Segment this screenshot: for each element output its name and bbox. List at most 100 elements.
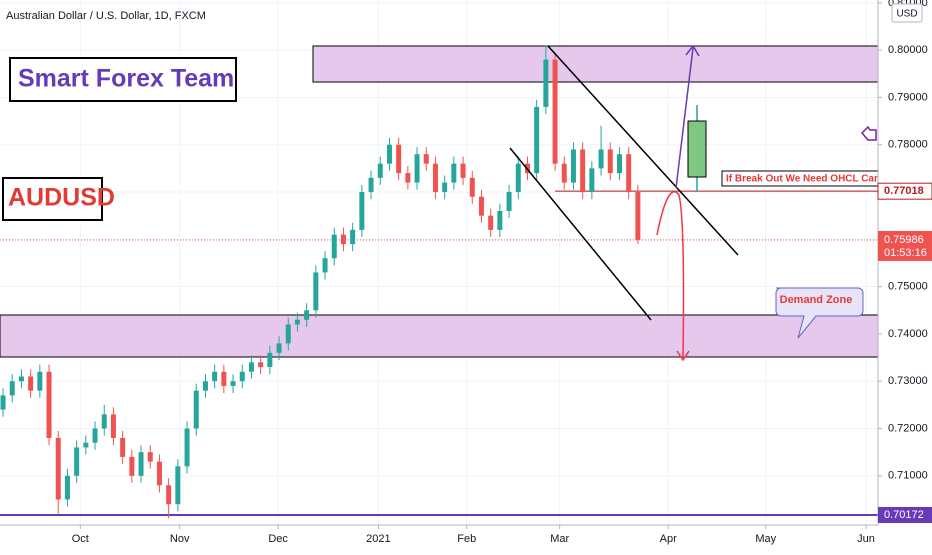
y-tick-label: 0.80000 xyxy=(888,44,928,56)
y-tick-label: 0.75000 xyxy=(888,281,928,293)
candle-body xyxy=(55,437,61,500)
candle-body xyxy=(451,163,457,183)
y-tick-label: 0.78000 xyxy=(888,139,928,151)
candle-body xyxy=(377,163,383,178)
candle-body xyxy=(515,163,521,193)
breakout-tag xyxy=(877,182,932,200)
candle-body xyxy=(552,59,558,164)
candle-body xyxy=(386,144,392,164)
brand-box xyxy=(9,57,237,102)
candle-body xyxy=(543,59,549,107)
x-tick-label: Dec xyxy=(268,533,288,545)
arrow-head xyxy=(685,44,700,57)
candle-body xyxy=(92,428,98,443)
candle-body xyxy=(589,168,595,193)
channel-line xyxy=(509,147,652,321)
symbol-box xyxy=(2,177,103,221)
candle-body xyxy=(258,362,264,368)
candle-body xyxy=(46,371,52,438)
last-price-tag xyxy=(878,230,932,261)
candle-body xyxy=(83,442,89,448)
candle-body xyxy=(37,371,43,391)
candle-body xyxy=(0,395,6,410)
candle-body xyxy=(193,390,199,429)
candle-body xyxy=(331,234,337,259)
candle-body xyxy=(285,324,291,344)
supply-zone xyxy=(312,45,879,83)
candle-body xyxy=(313,272,319,311)
countdown: 01:53:16 xyxy=(884,247,927,259)
candle-body xyxy=(212,371,218,382)
x-tick-label: Nov xyxy=(170,533,190,545)
price-axis xyxy=(878,0,932,550)
candle-body xyxy=(147,452,153,462)
support-tag xyxy=(878,506,932,523)
demand-zone-box xyxy=(0,314,879,358)
candle-body xyxy=(9,381,15,396)
up-arrow xyxy=(675,47,694,189)
candle-body xyxy=(359,192,365,230)
breakout-label: 0.77018 xyxy=(884,185,924,197)
candle-body xyxy=(432,163,438,193)
candle-body xyxy=(561,163,567,183)
down-arrow xyxy=(656,191,685,359)
candle-body xyxy=(267,352,273,368)
x-tick-label: May xyxy=(755,533,776,545)
y-tick-label: 0.79000 xyxy=(888,91,928,103)
candle-body xyxy=(616,154,622,174)
projected-candle xyxy=(687,120,707,178)
candle-body xyxy=(18,376,24,382)
levels xyxy=(0,190,878,516)
candle-body xyxy=(202,381,208,391)
y-tick-label: 0.71000 xyxy=(888,470,928,482)
x-tick-label: Apr xyxy=(660,533,677,545)
candle-body xyxy=(534,106,540,174)
channel-line xyxy=(547,45,739,256)
candles xyxy=(0,45,641,519)
candle-body xyxy=(166,485,172,505)
y-tick-label: 0.73000 xyxy=(888,375,928,387)
candle-body xyxy=(276,343,282,353)
candle-body xyxy=(635,192,641,240)
candle-body xyxy=(626,154,632,193)
hand-icon xyxy=(860,125,877,141)
candle-body xyxy=(294,319,300,325)
arrow-head xyxy=(676,350,690,362)
support-label: 0.70172 xyxy=(884,509,924,521)
currency: USD xyxy=(896,9,917,20)
time-axis xyxy=(0,525,878,550)
candle-body xyxy=(110,414,116,438)
candle-body xyxy=(239,371,245,382)
brand: Smart Forex Team xyxy=(18,65,234,93)
candle-body xyxy=(28,376,34,391)
candle-body xyxy=(120,437,126,457)
zone-label: Demand Zone xyxy=(780,294,853,306)
candle-body xyxy=(175,466,181,505)
candle-body xyxy=(64,475,70,500)
candle-body xyxy=(478,196,484,216)
candle-body xyxy=(607,149,613,174)
candle-body xyxy=(156,461,162,486)
candle-body xyxy=(580,149,586,193)
symbol: AUDUSD xyxy=(8,184,115,212)
candle-body xyxy=(423,154,429,164)
candle-body xyxy=(101,414,107,429)
axes: 0.710000.720000.730000.740000.750000.760… xyxy=(72,0,932,545)
candle-body xyxy=(74,447,80,476)
candle-body xyxy=(405,173,411,183)
candle-body xyxy=(460,163,466,178)
y-tick-label: 0.74000 xyxy=(888,328,928,340)
candle-body xyxy=(396,144,402,174)
x-tick-label: 2021 xyxy=(366,533,390,545)
candle-body xyxy=(248,362,254,372)
candle-body xyxy=(230,381,236,386)
x-tick-label: Jun xyxy=(857,533,875,545)
candle-body xyxy=(340,234,346,245)
candle-body xyxy=(442,182,448,193)
x-tick-label: Mar xyxy=(550,533,569,545)
x-tick-label: Oct xyxy=(72,533,89,545)
note: If Break Out We Need OHCL Candle xyxy=(726,174,895,185)
candle-body xyxy=(129,456,135,476)
last-price-label: 0.75986 xyxy=(884,234,924,246)
